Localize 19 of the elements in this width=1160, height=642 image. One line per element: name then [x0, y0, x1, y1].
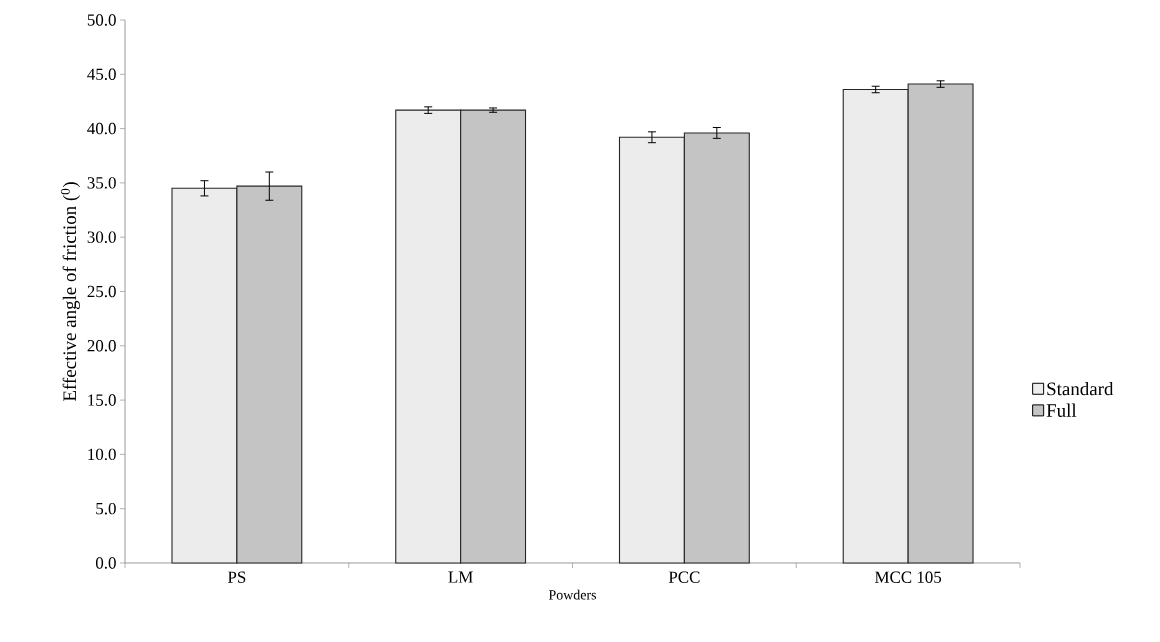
- y-tick-label: 10.0: [88, 448, 116, 461]
- x-tick-label: PS: [227, 571, 246, 583]
- y-tick-label: 40.0: [87, 122, 116, 135]
- x-axis-title: Powders: [548, 589, 597, 600]
- x-tick-label: LM: [448, 571, 473, 583]
- y-tick-label: 5.0: [96, 502, 116, 515]
- y-tick-label: 30.0: [87, 231, 116, 243]
- x-tick-label: PCC: [668, 571, 700, 583]
- legend-label: Full: [1046, 403, 1077, 417]
- y-tick-label: 50.0: [87, 14, 116, 26]
- y-tick-label: 25.0: [87, 285, 116, 298]
- y-tick-label: 35.0: [87, 177, 116, 189]
- x-tick-label: MCC 105: [874, 571, 942, 583]
- y-tick-label: 45.0: [87, 68, 116, 81]
- y-tick-label: 20.0: [87, 340, 116, 352]
- y-tick-label: 15.0: [88, 394, 116, 406]
- legend-label: Standard: [1047, 381, 1114, 396]
- y-axis-title: Effective angle of friction ($^{0}$): [60, 182, 80, 402]
- y-tick-label: 0.0: [95, 557, 116, 569]
